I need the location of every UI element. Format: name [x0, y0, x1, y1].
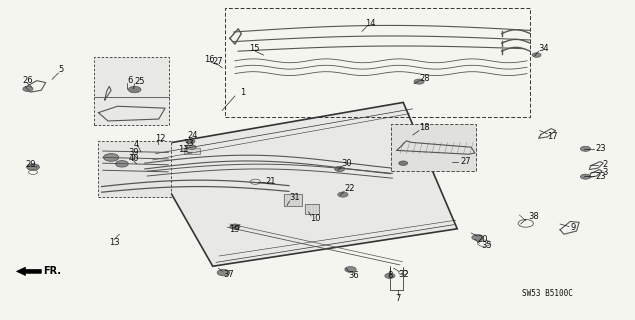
Circle shape — [104, 154, 119, 161]
Text: 10: 10 — [310, 214, 321, 223]
Text: 30: 30 — [342, 159, 352, 168]
Circle shape — [472, 235, 483, 240]
Text: 16: 16 — [204, 55, 215, 64]
Circle shape — [116, 161, 128, 167]
Circle shape — [532, 53, 541, 57]
Polygon shape — [17, 267, 41, 276]
Text: 32: 32 — [399, 270, 410, 279]
Text: 14: 14 — [365, 19, 376, 28]
Circle shape — [580, 174, 591, 179]
Text: 33: 33 — [183, 139, 194, 148]
Circle shape — [580, 146, 591, 151]
Text: 39: 39 — [128, 148, 139, 156]
Circle shape — [217, 269, 230, 276]
Text: 37: 37 — [224, 270, 234, 279]
Bar — [305, 204, 319, 214]
Text: 34: 34 — [538, 44, 549, 53]
Text: SW53 B5100C: SW53 B5100C — [522, 289, 573, 298]
Bar — [98, 141, 171, 197]
Text: 13: 13 — [109, 238, 120, 247]
Text: 5: 5 — [58, 65, 64, 74]
Circle shape — [23, 86, 33, 92]
Text: 7: 7 — [395, 294, 400, 303]
Text: 3: 3 — [602, 168, 607, 177]
Text: 8: 8 — [387, 271, 392, 280]
Text: 23: 23 — [596, 172, 606, 180]
Text: 27: 27 — [213, 57, 224, 66]
Text: 40: 40 — [128, 154, 139, 163]
Polygon shape — [145, 102, 457, 266]
Text: 22: 22 — [344, 184, 355, 193]
Circle shape — [186, 139, 195, 144]
Circle shape — [414, 79, 424, 84]
Text: 18: 18 — [419, 123, 430, 132]
Text: 28: 28 — [419, 74, 430, 83]
Bar — [391, 124, 476, 171]
Text: 36: 36 — [348, 271, 359, 280]
Text: 9: 9 — [570, 223, 575, 232]
Text: 27: 27 — [460, 157, 471, 166]
Text: 31: 31 — [289, 193, 300, 202]
Text: 21: 21 — [265, 177, 276, 186]
Text: 35: 35 — [481, 241, 492, 250]
Text: 12: 12 — [155, 134, 166, 143]
Text: FR.: FR. — [43, 266, 61, 276]
Bar — [94, 57, 169, 125]
Text: 17: 17 — [547, 132, 558, 141]
Circle shape — [128, 86, 141, 93]
Text: 24: 24 — [187, 131, 198, 140]
Circle shape — [345, 267, 356, 272]
Text: 38: 38 — [528, 212, 539, 221]
Circle shape — [385, 273, 395, 278]
Text: 19: 19 — [229, 225, 239, 234]
Bar — [184, 148, 200, 154]
Text: 1: 1 — [240, 88, 245, 97]
Text: 25: 25 — [135, 77, 145, 86]
Bar — [284, 194, 302, 206]
Circle shape — [27, 164, 39, 170]
Text: 29: 29 — [25, 160, 36, 169]
Text: 15: 15 — [249, 44, 260, 53]
Circle shape — [338, 192, 348, 197]
Circle shape — [335, 166, 345, 172]
Text: 2: 2 — [602, 160, 607, 169]
Circle shape — [399, 161, 408, 165]
Text: 6: 6 — [127, 76, 132, 85]
Bar — [225, 8, 530, 117]
Text: 11: 11 — [178, 145, 189, 154]
Text: 20: 20 — [478, 235, 488, 244]
Circle shape — [187, 145, 196, 149]
Text: 4: 4 — [133, 140, 138, 149]
Circle shape — [230, 224, 240, 229]
Text: 26: 26 — [23, 76, 34, 85]
Text: 23: 23 — [596, 144, 606, 153]
